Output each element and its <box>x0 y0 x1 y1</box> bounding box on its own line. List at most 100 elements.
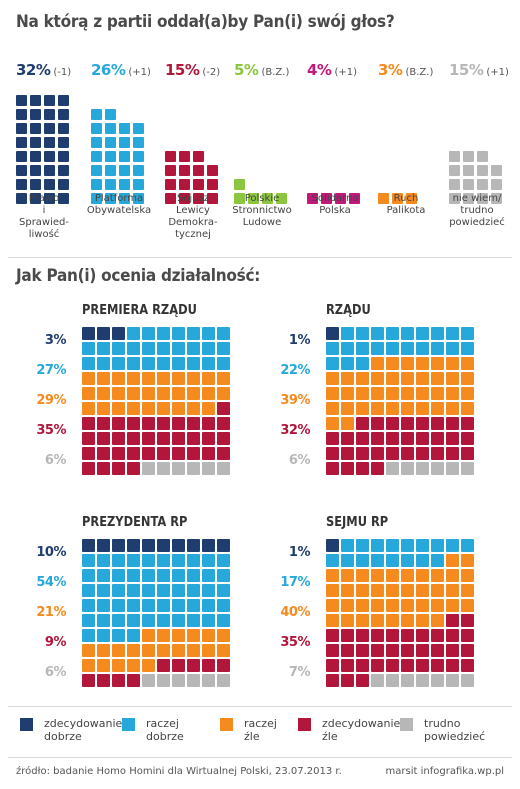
waffle-cell <box>463 151 474 162</box>
party-name-line: Platforma <box>94 193 144 204</box>
waffle-cell <box>82 342 95 355</box>
waffle-cell <box>371 584 384 597</box>
waffle-cell <box>341 659 354 672</box>
waffle-cell <box>326 447 339 460</box>
waffle-cell <box>16 137 27 148</box>
waffle-cell <box>386 387 399 400</box>
rating-percent: 3% <box>44 333 67 348</box>
waffle-cell <box>193 193 204 204</box>
waffle-cell <box>202 447 215 460</box>
waffle-cell <box>105 165 116 176</box>
waffle-cell <box>356 447 369 460</box>
waffle-cell <box>446 342 459 355</box>
waffle-cell <box>44 179 55 190</box>
rating-percent: 35% <box>280 635 310 650</box>
waffle-cell <box>416 659 429 672</box>
waffle-cell <box>461 674 474 687</box>
waffle-cell <box>187 327 200 340</box>
waffle-cell <box>133 165 144 176</box>
waffle-cell <box>217 417 230 430</box>
waffle-cell <box>172 327 185 340</box>
waffle-cell <box>461 372 474 385</box>
waffle-cell <box>112 599 125 612</box>
waffle-cell <box>165 193 176 204</box>
waffle-cell <box>207 165 218 176</box>
waffle-cell <box>446 584 459 597</box>
waffle-cell <box>463 165 474 176</box>
waffle-cell <box>127 357 140 370</box>
waffle-cell <box>276 193 287 204</box>
waffle-cell <box>416 599 429 612</box>
waffle-cell <box>142 659 155 672</box>
waffle-cell <box>371 644 384 657</box>
party-change: (B.Z.) <box>261 67 290 78</box>
rating-percent: 22% <box>280 363 310 378</box>
waffle-cell <box>112 357 125 370</box>
waffle-cell <box>82 629 95 642</box>
waffle-cell <box>127 342 140 355</box>
waffle-cell <box>371 569 384 582</box>
waffle-cell <box>82 447 95 460</box>
waffle-cell <box>341 387 354 400</box>
party-name-line: Palikota <box>386 205 426 216</box>
source-note: źródło: badanie Homo Homini dla Wirtualn… <box>16 766 342 777</box>
waffle-cell <box>371 614 384 627</box>
party-change: (-1) <box>53 67 72 78</box>
party-name-line: Sojusz <box>176 193 210 204</box>
waffle-cell <box>97 417 110 430</box>
waffle-cell <box>386 462 399 475</box>
waffle-cell <box>416 387 429 400</box>
waffle-cell <box>356 644 369 657</box>
party-column: 5% (B.Z.) Polskie Stronnictwo Ludowe <box>232 60 291 228</box>
party-column: 4% (+1) Solidarna Polska <box>307 60 360 216</box>
waffle-cell <box>165 165 176 176</box>
waffle-cell <box>91 109 102 120</box>
waffle-cell <box>371 674 384 687</box>
waffle-cell <box>401 674 414 687</box>
waffle-cell <box>234 179 245 190</box>
waffle-cell <box>371 357 384 370</box>
waffle-cell <box>82 599 95 612</box>
waffle-cell <box>371 327 384 340</box>
waffle-cell <box>371 432 384 445</box>
waffle-cell <box>217 614 230 627</box>
waffle-cell <box>58 109 69 120</box>
waffle-cell <box>82 659 95 672</box>
waffle-cell <box>157 447 170 460</box>
waffle-cell <box>341 569 354 582</box>
waffle-cell <box>44 109 55 120</box>
waffle-cell <box>416 644 429 657</box>
waffle-cell <box>446 387 459 400</box>
credit-note: marsit infografika.wp.pl <box>385 766 504 777</box>
waffle-cell <box>127 432 140 445</box>
waffle-cell <box>431 569 444 582</box>
waffle-cell <box>187 659 200 672</box>
party-name-line: trudno <box>460 205 494 216</box>
waffle-cell <box>97 674 110 687</box>
waffle-cell <box>326 462 339 475</box>
party-header: 26% (+1) <box>91 60 151 80</box>
waffle-cell <box>157 372 170 385</box>
party-percent: 4% <box>307 61 332 79</box>
waffle-cell <box>30 165 41 176</box>
waffle-cell <box>105 123 116 134</box>
waffle-cell <box>97 387 110 400</box>
waffle-cell <box>97 432 110 445</box>
party-name: Sojusz Lewicy Demokra-tycznej <box>148 193 238 241</box>
waffle-cell <box>461 387 474 400</box>
waffle-cell <box>416 462 429 475</box>
waffle-cell <box>217 599 230 612</box>
waffle-cell <box>165 151 176 162</box>
rating-percent: 32% <box>280 423 310 438</box>
waffle-cell <box>119 165 130 176</box>
waffle-cell <box>326 584 339 597</box>
waffle-cell <box>386 569 399 582</box>
party-header: 32% (-1) <box>16 60 71 80</box>
waffle-cell <box>97 659 110 672</box>
waffle-cell <box>119 179 130 190</box>
waffle-cell <box>112 387 125 400</box>
waffle-cell <box>119 193 130 204</box>
divider <box>8 706 512 707</box>
waffle-cell <box>202 644 215 657</box>
waffle-cell <box>112 447 125 460</box>
